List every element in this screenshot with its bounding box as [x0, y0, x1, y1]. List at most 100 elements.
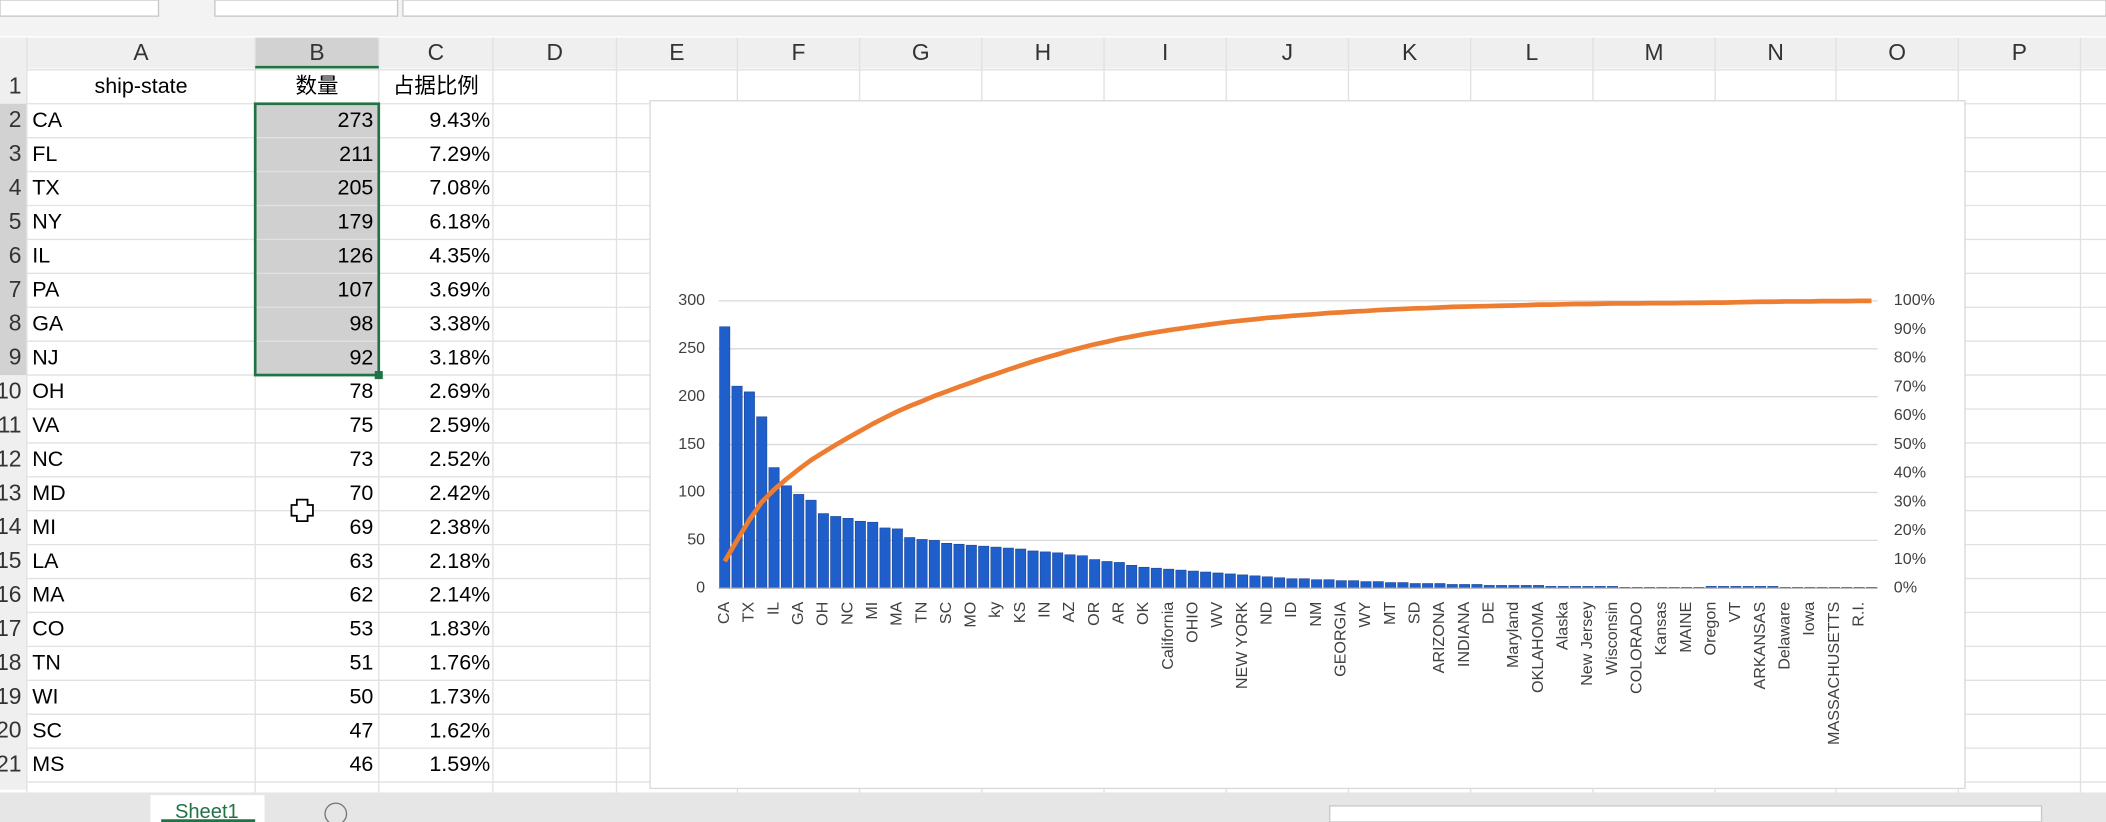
sheet-tab-label[interactable]: Sheet1 — [175, 801, 239, 822]
y-tick-label: 50 — [687, 531, 705, 549]
cell-text: IL — [32, 244, 50, 268]
x-tick-label: AR — [1110, 602, 1128, 624]
y2-tick-label: 80% — [1894, 349, 1926, 367]
cell-number: 62 — [349, 583, 373, 607]
add-sheet-button[interactable] — [324, 802, 348, 822]
x-tick-label: Maryland — [1504, 602, 1522, 668]
sheet-tab[interactable] — [150, 795, 265, 822]
bar — [1113, 562, 1125, 589]
x-tick-label: California — [1159, 602, 1177, 670]
bar — [830, 516, 842, 589]
bar — [1298, 578, 1310, 589]
bar — [1385, 582, 1397, 589]
bar — [990, 546, 1002, 589]
bar — [817, 513, 829, 589]
column-header: L — [1525, 39, 1538, 65]
x-tick-label: VT — [1726, 602, 1744, 623]
column-header: F — [792, 39, 806, 65]
column-header: J — [1282, 39, 1293, 65]
cell-text: CO — [32, 617, 64, 641]
cell-percent: 2.14% — [429, 583, 490, 607]
cell-text: CA — [32, 108, 63, 132]
cell-percent: 7.08% — [429, 176, 490, 200]
cell-percent: 3.38% — [429, 311, 490, 335]
column-header: H — [1035, 39, 1052, 65]
cell-percent: 6.18% — [429, 210, 490, 234]
cell-text: MA — [32, 583, 65, 607]
bar — [1274, 577, 1286, 589]
column-header: G — [912, 39, 930, 65]
x-tick-label: OR — [1085, 602, 1103, 626]
bar — [743, 391, 755, 589]
cell-percent: 2.52% — [429, 447, 490, 471]
cell-number: 50 — [349, 684, 373, 708]
cell-text: TX — [32, 176, 59, 200]
x-tick-label: MA — [888, 601, 906, 625]
x-tick-label: ID — [1282, 602, 1300, 618]
x-tick-label: Wisconsin — [1603, 602, 1621, 675]
cell-number: 211 — [339, 142, 373, 166]
row-header: 1 — [9, 72, 22, 98]
cell-percent: 1.76% — [429, 651, 490, 675]
bar — [1175, 569, 1187, 589]
bar — [719, 326, 731, 589]
column-header: O — [1888, 39, 1906, 65]
row-header: 8 — [9, 310, 22, 336]
header-cell: 数量 — [296, 74, 339, 98]
cell-number: 126 — [338, 244, 374, 268]
bar — [1249, 575, 1261, 589]
x-tick-label: WY — [1356, 601, 1374, 627]
bar — [1163, 568, 1175, 589]
x-tick-label: MAINE — [1677, 601, 1695, 652]
x-tick-label: NC — [838, 601, 856, 625]
column-header: N — [1767, 39, 1784, 65]
row-header: 18 — [0, 649, 21, 675]
cell-percent: 7.29% — [429, 142, 490, 166]
x-tick-label: CA — [715, 601, 733, 624]
cell-text: SC — [32, 718, 62, 742]
bar — [1237, 574, 1249, 589]
cell-text: MI — [32, 515, 56, 539]
y-tick-label: 0 — [696, 579, 705, 597]
y-tick-label: 250 — [678, 339, 705, 357]
row-header: 12 — [0, 445, 21, 471]
name-box[interactable] — [0, 0, 160, 17]
x-tick-label: Oregon — [1701, 602, 1719, 656]
bar — [1335, 580, 1347, 589]
y2-tick-label: 40% — [1894, 464, 1926, 482]
formula-content[interactable] — [402, 0, 2106, 17]
cell-number: 78 — [349, 379, 373, 403]
bar — [941, 542, 953, 589]
bar — [1311, 579, 1323, 589]
cell-text: NJ — [32, 345, 58, 369]
y-tick-label: 200 — [678, 387, 705, 405]
cell-percent: 4.35% — [429, 244, 490, 268]
cell-percent: 2.38% — [429, 515, 490, 539]
x-tick-label: TX — [740, 601, 758, 622]
header-cell: ship-state — [94, 74, 187, 98]
bar — [1064, 554, 1076, 589]
cell-number: 63 — [349, 549, 373, 573]
row-header: 21 — [0, 751, 21, 777]
cell-percent: 1.73% — [429, 684, 490, 708]
horizontal-scrollbar[interactable] — [1329, 805, 2043, 822]
x-tick-label: MT — [1381, 602, 1399, 625]
selection-border — [253, 102, 381, 377]
cell-number: 69 — [349, 515, 373, 539]
bar — [879, 527, 891, 589]
x-tick-label: MASSACHUSETTS — [1825, 602, 1843, 745]
column-header: D — [546, 39, 563, 65]
x-tick-label: SC — [937, 601, 955, 624]
x-tick-label: SD — [1406, 602, 1424, 624]
bar — [842, 518, 854, 589]
column-header: A — [133, 39, 149, 65]
x-tick-label: New Jersey — [1578, 601, 1596, 686]
column-header: C — [428, 39, 445, 65]
cell-text: WI — [32, 684, 58, 708]
x-tick-label: OK — [1134, 601, 1152, 625]
formula-input[interactable] — [214, 0, 399, 17]
column-header: I — [1162, 39, 1168, 65]
cell-percent: 1.59% — [429, 752, 490, 776]
bar — [793, 494, 805, 589]
x-tick-label: ND — [1258, 602, 1276, 625]
